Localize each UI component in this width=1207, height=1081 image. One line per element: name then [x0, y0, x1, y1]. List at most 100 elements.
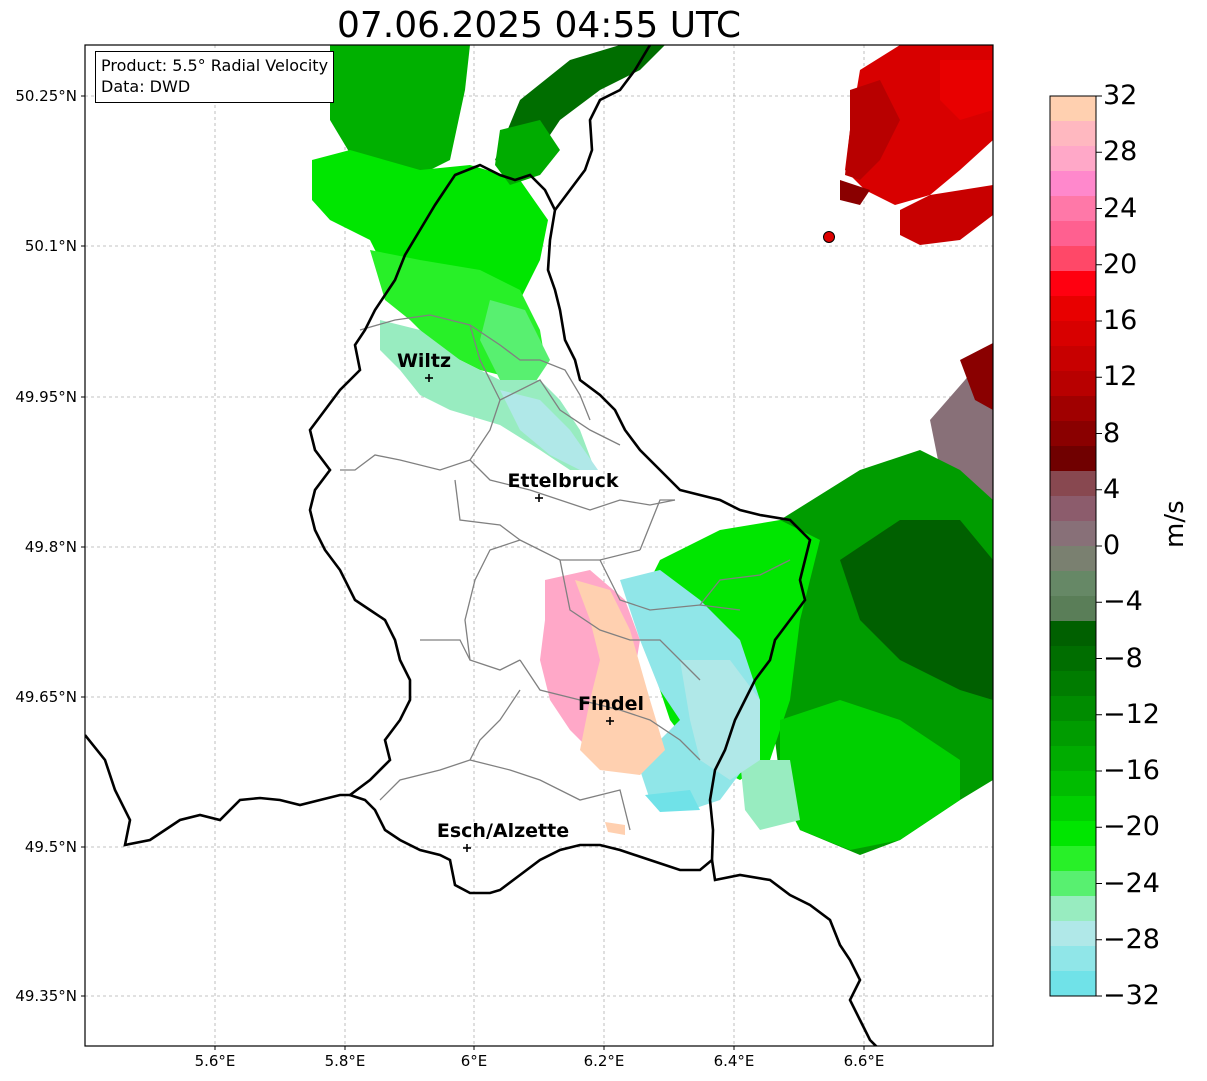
- border-luxembourg: [308, 163, 812, 895]
- colorbar-bands: [1050, 96, 1096, 997]
- colorbar-band: [1050, 296, 1096, 322]
- border-belgium-france: [85, 734, 350, 847]
- colorbar-tick-label: 12: [1103, 361, 1138, 393]
- colorbar-band: [1050, 771, 1096, 797]
- echo-north-green2: [495, 120, 560, 185]
- colorbar-tick-label: −24: [1103, 867, 1160, 899]
- canton-borders: [340, 314, 791, 831]
- colorbar-band: [1050, 646, 1096, 672]
- echo-nw-dark-green: [330, 45, 470, 175]
- city-marker-findel: [606, 717, 614, 725]
- echo-e-darkred: [960, 343, 993, 410]
- radar-site-marker[interactable]: [823, 231, 835, 243]
- colorbar-band: [1050, 171, 1096, 197]
- echo-ne-red-small: [900, 185, 993, 245]
- lon-label: 5.8°E: [324, 1052, 366, 1070]
- colorbar-band: [1050, 946, 1096, 972]
- colorbar-tick-label: 32: [1103, 80, 1138, 111]
- city-marker-esch: [463, 844, 471, 852]
- map-frame: [84, 44, 994, 1047]
- radar-echoes: [312, 45, 993, 855]
- lon-label: 6.6°E: [843, 1052, 885, 1070]
- city-marker-ettelbruck: [535, 494, 543, 502]
- colorbar-tick-label: −12: [1103, 698, 1160, 730]
- colorbar-band: [1050, 971, 1096, 997]
- colorbar-band: [1050, 446, 1096, 472]
- colorbar-tick-label: 0: [1103, 530, 1121, 561]
- colorbar-tick-label: 4: [1103, 473, 1121, 505]
- echo-c-cyan-small: [645, 790, 700, 812]
- echo-e-darkgreen: [840, 520, 993, 700]
- echo-ne-darkred2: [840, 180, 870, 205]
- colorbar: [1049, 95, 1102, 997]
- colorbar-band: [1050, 271, 1096, 297]
- colorbar-band: [1050, 596, 1096, 622]
- lat-label: 49.95°N: [15, 388, 77, 406]
- colorbar-ticks: [1096, 95, 1102, 997]
- echo-e-lightgreen: [740, 760, 800, 830]
- city-markers: [425, 374, 614, 852]
- lon-label: 6.4°E: [713, 1052, 755, 1070]
- echo-nw-lightblue: [500, 390, 598, 470]
- lat-label: 49.5°N: [24, 838, 77, 856]
- echo-c-lightblue: [680, 660, 760, 780]
- colorbar-band: [1050, 146, 1096, 172]
- colorbar-band: [1050, 246, 1096, 272]
- colorbar-tick-label: 28: [1103, 136, 1138, 168]
- colorbar-band: [1050, 821, 1096, 847]
- border-france-germany: [710, 859, 878, 1046]
- colorbar-band: [1050, 521, 1096, 547]
- axis-ticks: [81, 95, 865, 1050]
- colorbar-band: [1050, 696, 1096, 722]
- lon-label: 6°E: [460, 1052, 488, 1070]
- product-label: Product: 5.5° Radial Velocity: [101, 56, 329, 75]
- city-label-esch-alzette: Esch/Alzette: [436, 820, 570, 842]
- colorbar-band: [1050, 421, 1096, 447]
- colorbar-band: [1050, 671, 1096, 697]
- colorbar-band: [1050, 471, 1096, 497]
- colorbar-tick-label: 16: [1103, 305, 1138, 336]
- lon-label: 5.6°E: [194, 1052, 236, 1070]
- colorbar-band: [1050, 496, 1096, 522]
- echo-ne-darkred: [845, 80, 900, 180]
- colorbar-band: [1050, 896, 1096, 922]
- city-marker-wiltz: [425, 374, 433, 382]
- echo-ne-red-bright: [940, 60, 993, 120]
- colorbar-band: [1050, 721, 1096, 747]
- colorbar-tick-label: 8: [1103, 417, 1121, 449]
- colorbar-band: [1050, 96, 1096, 122]
- colorbar-band: [1050, 196, 1096, 222]
- colorbar-tick-label: 24: [1103, 192, 1138, 224]
- lat-label: 49.65°N: [15, 688, 77, 706]
- colorbar-tick-label: 20: [1103, 248, 1138, 280]
- echo-e-green-mid: [780, 700, 960, 850]
- national-borders: [85, 45, 878, 1046]
- colorbar-band: [1050, 921, 1096, 947]
- colorbar-band: [1050, 571, 1096, 597]
- colorbar-band: [1050, 746, 1096, 772]
- lon-label: 6.2°E: [583, 1052, 625, 1070]
- colorbar-tick-label: −28: [1103, 923, 1160, 955]
- colorbar-band: [1050, 321, 1096, 347]
- colorbar-tick-label: −20: [1103, 811, 1160, 843]
- border-germany-north: [553, 45, 652, 211]
- colorbar-tick-label: −16: [1103, 755, 1160, 786]
- colorbar-band: [1050, 371, 1096, 397]
- echo-nw-light-green: [480, 300, 550, 390]
- lat-label: 49.35°N: [15, 987, 77, 1005]
- colorbar-tick-label: −4: [1103, 586, 1143, 618]
- colorbar-band: [1050, 546, 1096, 572]
- map-title: 07.06.2025 04:55 UTC: [336, 5, 742, 46]
- city-label-ettelbruck: Ettelbruck: [507, 470, 619, 492]
- lat-label: 50.25°N: [15, 87, 77, 105]
- colorbar-band: [1050, 796, 1096, 822]
- colorbar-band: [1050, 396, 1096, 422]
- colorbar-tick-label: −32: [1103, 980, 1160, 1011]
- lat-label: 49.8°N: [24, 538, 77, 556]
- colorbar-unit-label: m/s: [1160, 500, 1190, 548]
- colorbar-band: [1050, 346, 1096, 372]
- colorbar-band: [1050, 121, 1096, 147]
- city-label-wiltz: Wiltz: [396, 350, 452, 372]
- data-source-label: Data: DWD: [101, 77, 191, 96]
